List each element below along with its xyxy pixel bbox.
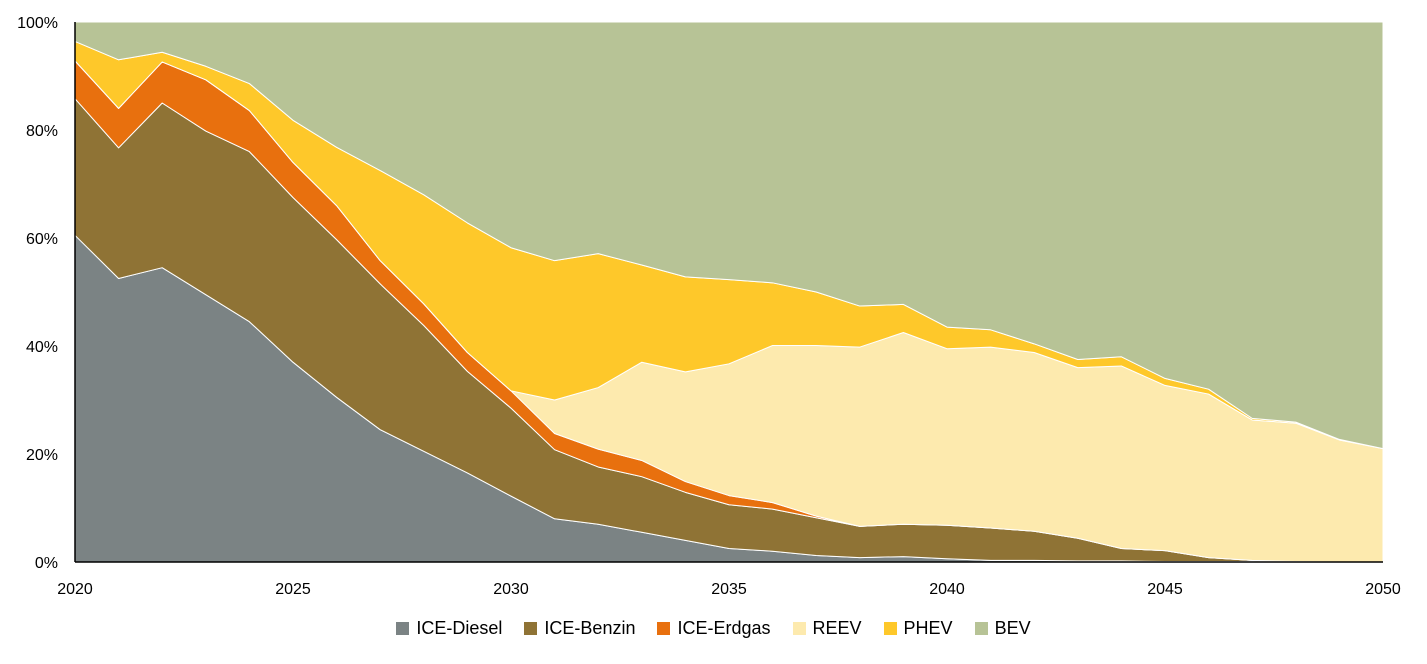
legend-item: PHEV [883,618,953,639]
area-bev [74,21,1384,450]
axes [74,22,1383,563]
legend: ICE-Diesel ICE-Benzin ICE-Erdgas REEV PHEV BE… [0,618,1427,639]
legend-swatch [657,622,671,635]
legend-label: ICE-Erdgas [677,618,771,638]
x-tick-label: 2020 [57,581,93,598]
y-tick-labels: 0% 20% 40% 60% 80% 100% [17,15,58,572]
y-tick-label: 60% [26,231,58,248]
legend-swatch [524,622,538,635]
y-tick-label: 0% [35,555,58,572]
legend-item: ICE-Erdgas [657,618,771,639]
y-tick-label: 40% [26,339,58,356]
legend-swatch [974,622,988,635]
legend-item: REEV [792,618,862,639]
x-tick-label: 2050 [1365,581,1401,598]
legend-item: ICE-Benzin [524,618,635,639]
legend-item: ICE-Diesel [396,618,502,639]
legend-label: PHEV [903,618,953,638]
legend-swatch [883,622,897,635]
legend-label: BEV [994,618,1031,638]
x-tick-label: 2035 [711,581,747,598]
area-layers [74,21,1384,563]
x-tick-label: 2030 [493,581,529,598]
legend-label: ICE-Benzin [544,618,636,638]
y-tick-label: 80% [26,123,58,140]
y-tick-label: 20% [26,447,58,464]
legend-label: REEV [812,618,862,638]
x-tick-label: 2025 [275,581,311,598]
legend-label: ICE-Diesel [416,618,503,638]
legend-swatch [396,622,410,635]
y-tick-label: 100% [17,15,58,32]
chart-canvas: 0%20%40%60%80%100% 2020 2025 2030 2035 2040 2… [17,15,1401,598]
x-tick-labels: 2020 2025 2030 2035 2040 2045 2050 [57,581,1401,598]
legend-swatch [792,622,806,635]
x-tick-label: 2045 [1147,581,1183,598]
legend-item: BEV [974,618,1031,639]
x-tick-label: 2040 [929,581,965,598]
